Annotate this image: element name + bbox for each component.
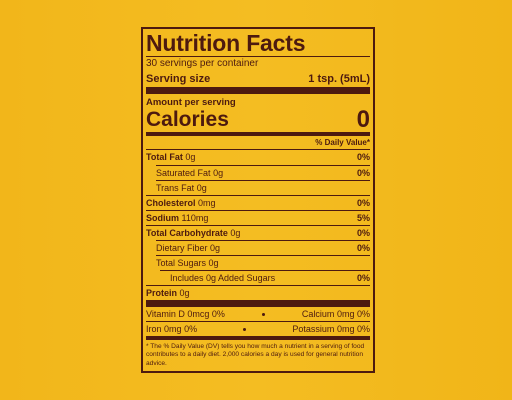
vitamin-dv: 0% [356,324,370,334]
nutrient-dv: 0% [356,152,370,162]
nutrient-name: Total Sugars [156,258,207,268]
nutrient-row: Dietary Fiber 0g 0% [156,240,370,255]
nutrient-name: Dietary Fiber [156,243,208,253]
nutrient-name: Total Carbohydrate [146,228,228,238]
thick-rule [146,300,370,307]
vitamin-dv: 0% [184,324,198,334]
vitamin-amount: 0mg [164,324,182,334]
servings: 30 servings per container [146,58,259,69]
nutrient-row: Protein 0g [146,285,370,300]
nutrient-dv: 0% [356,273,370,283]
nutrient-row: Total Sugars 0g [156,255,370,270]
nutrient-amount: 0g [230,228,241,238]
serving-size-label: Serving size [146,73,211,85]
nutrient-amount: 0g [185,152,196,162]
title: Nutrition Facts [146,30,370,57]
nutrition-label: Nutrition Facts 30 servings per containe… [141,27,375,373]
vitamin-name: Iron [146,324,162,334]
vitamin-name: Vitamin D [146,309,185,319]
nutrient-dv: 5% [356,213,370,223]
nutrient-dv: 0% [356,168,370,178]
footnote: * The % Daily Value (DV) tells you how m… [146,343,365,367]
nutrient: Total Carbohydrate 0g [146,226,240,240]
medium-rule [146,336,370,340]
vitamin: Iron 0mg 0% [146,322,197,336]
nutrient: Dietary Fiber 0g [156,241,220,255]
nutrient: Total Sugars 0g [156,256,219,270]
vitamin-name: Potassium [292,324,335,334]
serving-size: Serving size 1 tsp. (5mL) [146,71,370,87]
nutrient-row: Sodium 110mg 5% [146,210,370,225]
nutrient-name: Trans Fat [156,183,195,193]
nutrient-name: Sodium [146,213,179,223]
vitamin-name: Calcium [301,309,335,319]
nutrient-name: Includes 0g Added Sugars [170,273,276,283]
nutrient-amount: 110mg [181,213,209,223]
nutrient: Cholesterol 0mg [146,196,216,210]
daily-value-header: % Daily Value* [146,136,370,150]
amount-per-serving: Amount per serving [146,97,236,108]
vitamin: Potassium 0mg 0% [292,322,370,336]
nutrient: Sodium 110mg [146,211,208,225]
calories-value: 0 [356,106,370,133]
vitamin-amount: 0mcg [187,309,210,319]
nutrient: Protein 0g [146,286,190,300]
medium-rule [146,132,370,136]
calories-label: Calories [146,108,229,131]
nutrient-name: Saturated Fat [156,168,211,178]
nutrient-row: Total Carbohydrate 0g 0% [146,225,370,240]
vitamin-amount: 0mg [336,309,355,319]
nutrient-dv: 0% [356,228,370,238]
nutrient-dv: 0% [356,198,370,208]
serving-size-value: 1 tsp. (5mL) [308,73,370,85]
vitamin-amount: 0mg [336,324,355,334]
nutrient-name: Total Fat [146,152,183,162]
nutrient-dv: 0% [356,243,370,253]
nutrient: Trans Fat 0g [156,181,207,195]
nutrient-row: Trans Fat 0g [156,180,370,195]
vitamin-dv: 0% [211,309,225,319]
nutrient-amount: 0g [208,258,219,268]
separator-dot [261,312,265,316]
nutrient-rows: Total Fat 0g 0% Saturated Fat 0g 0% Trans Fa… [146,150,370,300]
vitamin-row: Vitamin D 0mcg 0% Calcium 0mg 0% [146,307,370,321]
nutrient-amount: 0g [213,168,224,178]
nutrient-amount: 0g [196,183,207,193]
vitamin-dv: 0% [356,309,370,319]
nutrient: Total Fat 0g [146,150,195,165]
thick-rule [146,87,370,94]
nutrient: Includes 0g Added Sugars [170,271,275,285]
nutrient-name: Protein [146,288,178,298]
vitamin: Vitamin D 0mcg 0% [146,307,225,321]
nutrient-amount: 0g [210,243,221,253]
nutrient-row: Saturated Fat 0g 0% [156,165,370,180]
vitamin-row: Iron 0mg 0% Potassium 0mg 0% [146,321,370,336]
vitamin: Calcium 0mg 0% [302,307,370,321]
nutrient-amount: 0mg [198,198,216,208]
nutrient-name: Cholesterol [146,198,196,208]
nutrient-amount: 0g [179,288,190,298]
separator-dot [243,327,247,331]
nutrient: Saturated Fat 0g [156,166,223,180]
nutrient-row: Includes 0g Added Sugars 0% [160,270,370,285]
nutrient-row: Total Fat 0g 0% [146,150,370,165]
nutrient-row: Cholesterol 0mg 0% [146,195,370,210]
calories: Calories 0 [146,106,370,133]
